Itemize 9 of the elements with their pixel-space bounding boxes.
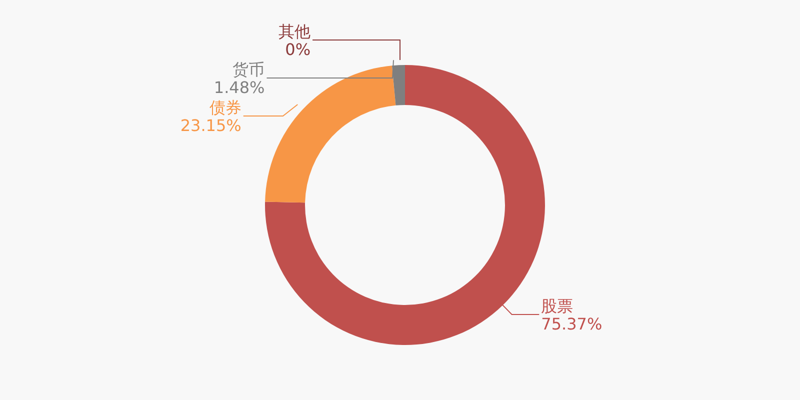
text: 0% — [285, 40, 311, 59]
donut-slice — [265, 66, 396, 203]
slice-label: 股票 — [541, 296, 574, 316]
category-label: 其他 — [278, 22, 311, 41]
data-label: 23.15% — [180, 116, 242, 135]
data-label: 1.48% — [214, 78, 265, 97]
data-label: 75.37% — [541, 314, 602, 334]
slice-label: 货币 — [232, 60, 265, 79]
slice-label: 债券 — [209, 98, 242, 117]
